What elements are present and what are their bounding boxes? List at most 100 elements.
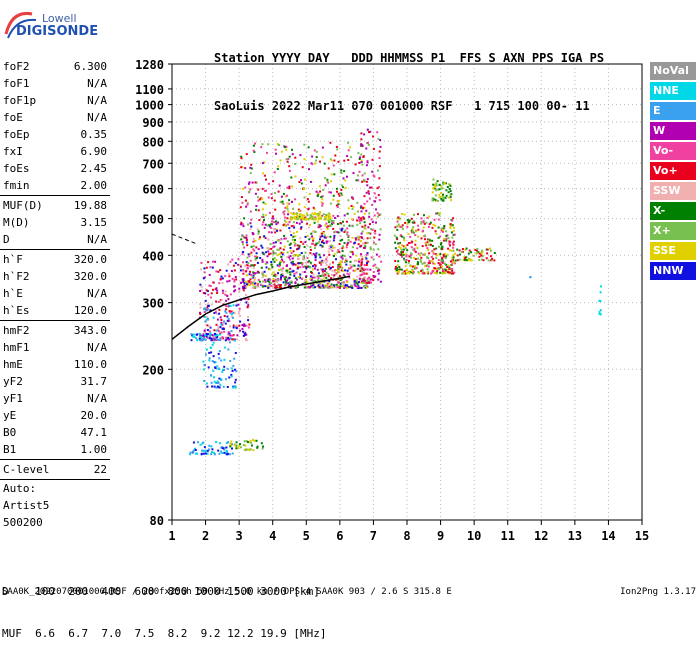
echo-point [285,276,287,279]
echo-point [320,215,323,218]
echo-point [323,277,326,280]
legend-item: W [650,122,696,140]
echo-point [356,219,359,222]
echo-point [367,232,370,235]
echo-point [307,146,310,149]
echo-point [223,315,226,317]
echo-point [202,277,205,280]
echo-point [325,242,328,245]
echo-point [340,229,343,232]
echo-point [261,143,264,146]
echo-point [311,276,314,279]
echo-point [343,275,346,278]
echo-point [317,212,320,215]
echo-point [445,234,448,237]
echo-point [364,256,367,259]
echo-point [347,273,350,276]
echo-point [400,251,403,254]
echo-point [426,216,429,219]
echo-point [353,212,356,215]
echo-point [235,304,238,307]
echo-point [233,339,236,342]
echo-point [420,269,423,272]
echo-point [270,226,272,229]
echo-point [416,263,419,266]
echo-point [311,163,314,166]
echo-point [267,286,270,289]
echo-point [445,239,448,242]
param-value: 3.15 [80,216,108,229]
echo-point [305,275,308,278]
echo-point [248,449,251,452]
echo-point [315,159,318,162]
echo-point [358,170,361,173]
x-tick-label: 13 [568,529,582,543]
echo-point [284,284,287,286]
echo-point [205,335,208,338]
param-name: D [3,233,10,246]
echo-point [261,187,264,190]
echo-point [321,239,324,242]
echo-point [443,262,446,265]
echo-point [395,236,398,239]
echo-point [246,267,249,270]
echo-point [269,278,272,281]
param-name: fxI [3,145,23,158]
echo-cluster [393,212,456,275]
echo-point [279,286,282,289]
echo-point [293,244,296,247]
echo-point [298,244,301,247]
param-value: 2.45 [80,162,108,175]
echo-point [421,268,424,271]
echo-point [476,248,479,250]
echo-point [211,334,214,336]
echo-point [252,149,255,152]
echo-point [332,239,335,242]
echo-point [333,270,336,273]
echo-point [252,282,255,284]
echo-point [401,227,404,230]
echo-point [356,267,359,270]
echo-point [306,257,309,260]
echo-point [432,262,435,265]
echo-point [217,338,220,341]
x-tick-label: 4 [269,529,276,543]
echo-point [252,449,255,452]
echo-point [199,283,202,286]
echo-point [328,219,330,222]
echo-point [365,253,368,256]
echo-point [207,261,210,264]
echo-point [212,288,214,291]
echo-point [250,167,253,170]
echo-point [401,272,404,275]
echo-point [362,216,365,219]
echo-point [230,270,233,272]
echo-point [256,446,259,449]
echo-point [244,337,247,340]
echo-point [286,186,289,189]
echo-point [276,254,279,257]
echo-point [221,452,224,454]
echo-point [325,226,328,229]
echo-point [296,254,299,257]
echo-point [221,370,224,373]
echo-point [283,237,286,240]
echo-point [406,244,409,247]
echo-point [361,273,364,276]
echo-point [330,220,333,223]
echo-point [337,271,340,274]
echo-point [353,280,356,283]
echo-point [225,338,228,341]
echo-point [252,438,254,441]
echo-point [398,224,401,227]
echo-point [222,292,225,295]
echo-point [236,334,239,337]
echo-point [322,261,324,264]
echo-point [363,244,366,247]
echo-point [200,289,203,292]
echo-point [210,337,213,340]
echo-point [288,165,291,168]
echo-point [200,268,203,271]
echo-point [349,260,352,263]
echo-point [335,286,338,289]
